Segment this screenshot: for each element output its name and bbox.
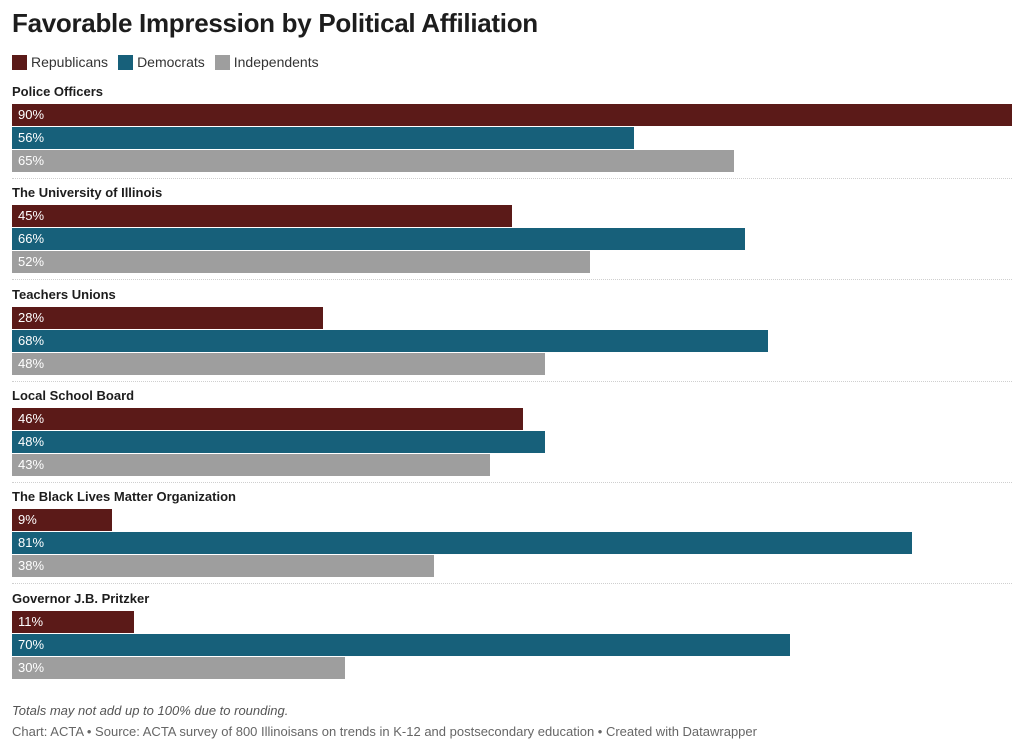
group-separator bbox=[12, 583, 1012, 584]
bar-democrats: 68% bbox=[12, 329, 768, 352]
bar-value-label: 9% bbox=[18, 512, 37, 528]
bar-value-label: 66% bbox=[18, 231, 45, 247]
bar-democrats: 56% bbox=[12, 127, 634, 149]
bar-value-label: 68% bbox=[18, 332, 45, 348]
category-label: Local School Board bbox=[12, 387, 135, 403]
legend-label: Republicans bbox=[31, 54, 109, 70]
bar-independents: 65% bbox=[12, 150, 734, 172]
category-label: Police Officers bbox=[12, 84, 104, 99]
bar-value-label: 11% bbox=[18, 613, 44, 629]
bar-value-label: 30% bbox=[18, 659, 45, 675]
bar-republicans: 28% bbox=[12, 306, 323, 329]
bar-democrats: 81% bbox=[12, 532, 912, 555]
category-label: The Black Lives Matter Organization bbox=[12, 489, 236, 505]
bar-independents: 30% bbox=[12, 656, 345, 679]
bar-value-label: 46% bbox=[18, 410, 45, 426]
bar-independents: 43% bbox=[12, 453, 490, 476]
group-separator bbox=[12, 381, 1012, 382]
group-separator bbox=[12, 482, 1012, 483]
bar-democrats: 70% bbox=[12, 633, 790, 656]
legend-swatch bbox=[118, 54, 134, 70]
legend-swatch bbox=[12, 54, 27, 70]
bar-independents: 38% bbox=[12, 555, 434, 578]
bar-value-label: 38% bbox=[18, 558, 45, 574]
bar-independents: 52% bbox=[12, 251, 590, 274]
bar-value-label: 81% bbox=[18, 535, 45, 551]
bar-value-label: 70% bbox=[18, 636, 45, 652]
bar-democrats: 48% bbox=[12, 430, 545, 453]
bar-republicans: 11% bbox=[12, 610, 134, 633]
category-label: Governor J.B. Pritzker bbox=[12, 590, 150, 606]
bar-value-label: 28% bbox=[18, 309, 45, 325]
category-label: Teachers Unions bbox=[12, 286, 116, 302]
bar-republicans: 45% bbox=[12, 205, 512, 228]
legend-swatch bbox=[214, 54, 230, 70]
group-separator bbox=[12, 178, 1012, 179]
bar-value-label: 43% bbox=[18, 456, 45, 472]
bar-value-label: 52% bbox=[18, 254, 45, 270]
chart-title: Favorable Impression by Political Affili… bbox=[12, 8, 538, 38]
bar-independents: 48% bbox=[12, 352, 545, 375]
legend-item-democrats: Democrats bbox=[118, 54, 205, 70]
chart-legend: Republicans Democrats Independents bbox=[12, 53, 329, 71]
legend-label: Independents bbox=[233, 54, 319, 70]
bar-value-label: 56% bbox=[18, 130, 45, 145]
legend-item-independents: Independents bbox=[214, 54, 319, 70]
bar-democrats: 66% bbox=[12, 228, 745, 251]
bar-value-label: 48% bbox=[18, 433, 45, 449]
bar-republicans: 90% bbox=[12, 104, 1012, 126]
bar-republicans: 46% bbox=[12, 407, 523, 430]
bar-value-label: 65% bbox=[18, 153, 45, 168]
group-separator bbox=[12, 279, 1012, 280]
category-label: The University of Illinois bbox=[12, 185, 163, 201]
bar-value-label: 45% bbox=[18, 208, 45, 224]
chart-footer: Chart: ACTA • Source: ACTA survey of 800… bbox=[12, 724, 757, 739]
bar-value-label: 48% bbox=[18, 355, 45, 371]
bar-value-label: 90% bbox=[18, 107, 45, 122]
legend-label: Democrats bbox=[137, 54, 205, 70]
bar-republicans: 9% bbox=[12, 509, 112, 532]
chart-note: Totals may not add up to 100% due to rou… bbox=[12, 703, 289, 718]
legend-item-republicans: Republicans bbox=[12, 54, 108, 70]
